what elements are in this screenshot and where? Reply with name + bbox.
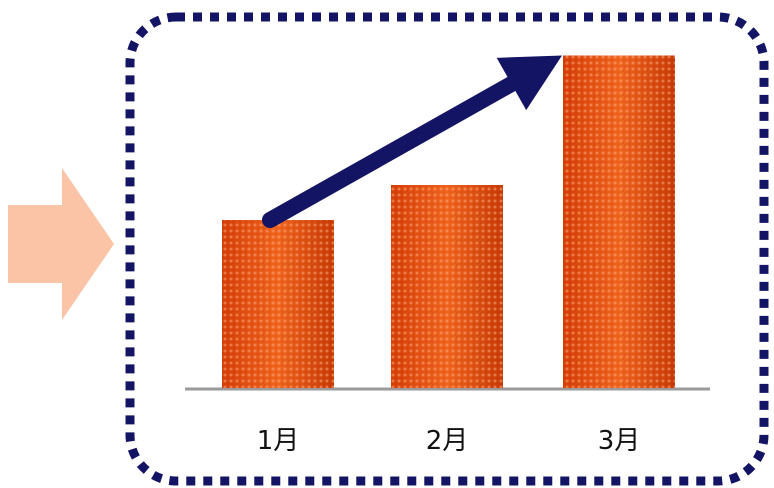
bar-texture bbox=[563, 55, 675, 388]
category-label-3: 3月 bbox=[598, 426, 641, 456]
bar-group bbox=[222, 55, 675, 388]
trend-arrow-icon bbox=[262, 55, 562, 228]
bar-2 bbox=[391, 185, 503, 388]
bar-1 bbox=[222, 220, 334, 388]
bar-texture bbox=[222, 220, 334, 388]
trend-arrow-head bbox=[496, 55, 562, 111]
category-label-2: 2月 bbox=[426, 426, 469, 456]
side-arrow-icon bbox=[8, 168, 114, 320]
trend-arrow-shaft bbox=[262, 73, 525, 228]
bar-3 bbox=[563, 55, 675, 388]
category-label-1: 1月 bbox=[257, 426, 300, 456]
bar-texture bbox=[391, 185, 503, 388]
chart-frame bbox=[125, 12, 769, 486]
category-label-group: 1月 2月 3月 bbox=[257, 426, 641, 456]
